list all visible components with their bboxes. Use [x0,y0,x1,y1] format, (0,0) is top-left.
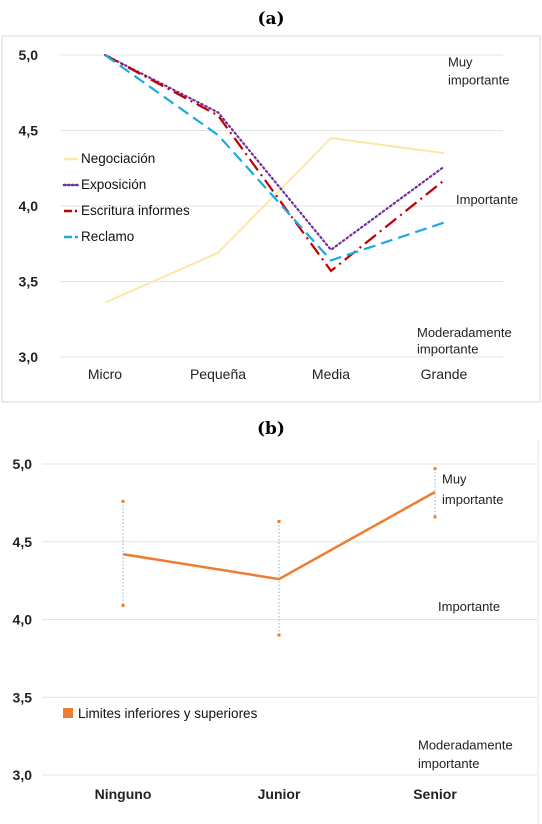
chart-b-lower-marker [433,515,437,519]
chart-a-legend-label: Reclamo [81,229,134,244]
chart-a-y-tick-label: 3,0 [19,349,39,365]
chart-b-upper-marker [121,499,125,503]
chart-a-series [103,53,446,304]
chart-b-series [121,467,437,637]
chart-a-annotation: importante [417,341,478,356]
chart-a-legend-label: Exposición [81,177,146,192]
chart-b-x-axis: Ninguno Junior Senior [95,786,458,802]
chart-b: (b) 3,03,54,04,55,0 Ninguno Junior Senior … [13,419,539,824]
chart-a-y-tick-label: 4,0 [19,198,39,214]
chart-b-series-line [122,490,436,581]
chart-b-annotation: importante [418,756,479,771]
chart-b-legend: Limites inferiores y superiores [63,706,258,721]
chart-a-y-tick-label: 5,0 [19,47,39,63]
chart-a-x-tick-label: Media [312,366,350,382]
chart-a-frame [1,35,541,403]
chart-b-y-tick-label: 5,0 [13,456,33,472]
chart-b-legend-swatch [63,708,73,718]
chart-a-x-tick-label: Grande [421,366,468,382]
chart-b-x-tick-label: Ninguno [95,786,152,802]
chart-a-x-axis: Micro Pequeña Media Grande [88,366,468,382]
chart-a: (a) 3,0 3,5 4,0 4,5 5,0 Micro Pequeña Media Gra… [1,9,541,403]
chart-a-series-line-3 [104,54,445,273]
chart-b-x-tick-label: Junior [258,786,301,802]
chart-b-y-tick-label: 3,5 [13,689,33,705]
chart-a-series-line-4 [104,54,445,262]
chart-a-series-line-1 [104,136,445,304]
chart-a-legend-label: Escritura informes [81,203,190,218]
chart-a-x-tick-label: Micro [88,366,122,382]
chart-a-title: (a) [257,9,284,29]
chart-a-gridlines [60,54,503,358]
chart-a-annotation: importante [448,73,509,88]
chart-a-y-tick-label: 4,5 [19,123,39,139]
chart-b-annotation: Moderadamente [418,737,513,752]
chart-b-lower-marker [277,633,281,637]
chart-a-annotations: MuyimportanteImportanteModeradamenteimpo… [417,55,518,357]
chart-a-series-line-2 [103,53,446,252]
chart-a-y-axis: 3,0 3,5 4,0 4,5 5,0 [19,47,39,365]
chart-a-legend: Negociación Exposición Escritura informes R… [62,151,190,244]
chart-a-annotation: Moderadamente [417,325,512,340]
chart-b-lower-marker [121,604,125,608]
chart-a-annotation: Muy [448,55,473,70]
chart-b-upper-marker [433,467,437,471]
chart-a-legend-label: Negociación [81,151,155,166]
chart-a-annotation: Importante [456,192,518,207]
chart-b-annotation: Muy [442,472,467,487]
chart-b-legend-label: Limites inferiores y superiores [78,706,258,721]
chart-b-annotations: Muy importante Importante Moderadamente impo… [418,472,513,772]
chart-b-gridlines [42,463,537,776]
chart-b-upper-marker [277,520,281,524]
chart-b-annotation: importante [442,492,503,507]
chart-b-x-tick-label: Senior [413,786,457,802]
chart-b-y-tick-label: 4,5 [13,534,33,550]
chart-a-y-tick-label: 3,5 [19,274,39,290]
chart-b-y-tick-label: 3,0 [13,767,33,783]
chart-b-title: (b) [257,419,285,439]
chart-a-x-tick-label: Pequeña [190,366,246,382]
chart-b-y-tick-label: 4,0 [13,612,33,628]
chart-b-y-axis: 3,0 3,5 4,0 4,5 5,0 [13,456,33,783]
chart-b-annotation: Importante [438,599,500,614]
